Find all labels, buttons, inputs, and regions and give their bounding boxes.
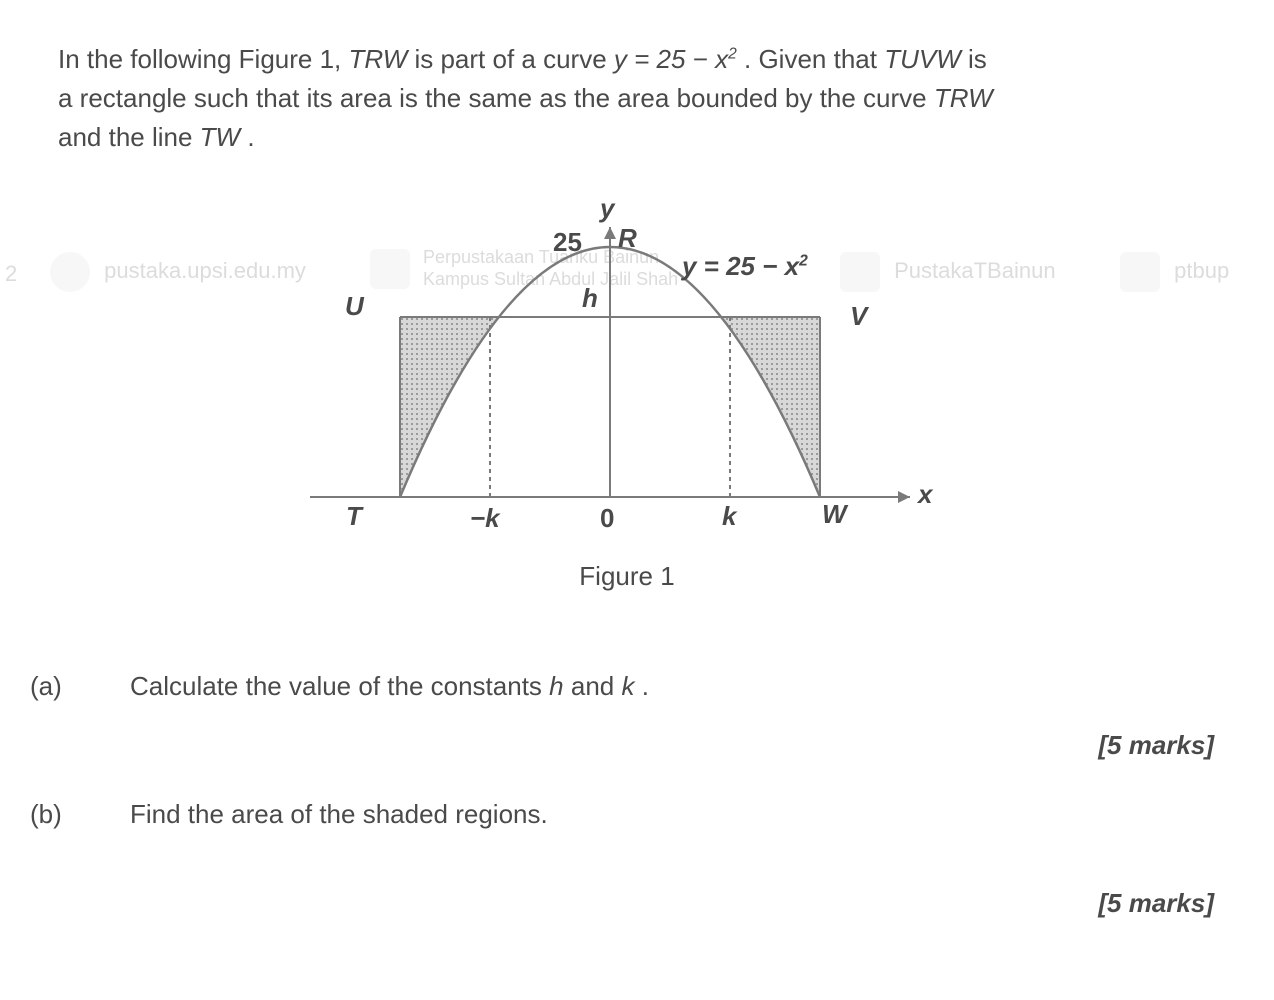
question-a-text: Calculate the value of the constants h a…: [130, 667, 1244, 706]
TRW: TRW: [349, 44, 408, 74]
page-num-watermark: 2: [5, 257, 17, 290]
equation: y = 25 − x2: [614, 44, 744, 74]
question-a-marks: [5 marks]: [10, 726, 1214, 765]
point-V: V: [850, 297, 867, 336]
question-b-label: (b): [30, 795, 130, 834]
intro-text: .: [247, 122, 254, 152]
wm-ig: ptbup: [1120, 252, 1229, 292]
label-neg-k: −k: [470, 499, 500, 538]
point-W: W: [822, 495, 847, 534]
TW: TW: [200, 122, 240, 152]
x-axis-label: x: [918, 475, 932, 514]
question-a: (a) Calculate the value of the constants…: [10, 667, 1244, 706]
camera-icon: [1120, 252, 1160, 292]
question-a-label: (a): [30, 667, 130, 706]
intro-text: a rectangle such that its area is the sa…: [58, 83, 934, 113]
point-T: T: [346, 497, 362, 536]
problem-statement: In the following Figure 1, TRW is part o…: [58, 40, 1244, 157]
intro-text: . Given that: [744, 44, 884, 74]
label-h: h: [582, 279, 598, 318]
wm-globe: pustaka.upsi.edu.my: [50, 252, 306, 292]
TUVW: TUVW: [884, 44, 961, 74]
point-R: R: [618, 219, 637, 258]
figure-container: 2 pustaka.upsi.edu.my Perpustakaan Tuank…: [10, 197, 1244, 617]
intro-text: In the following Figure 1,: [58, 44, 349, 74]
origin: 0: [600, 499, 614, 538]
TRW: TRW: [934, 83, 993, 113]
y-axis-label: y: [600, 189, 614, 228]
figure-caption: Figure 1: [10, 557, 1244, 596]
tick-25: 25: [553, 223, 582, 262]
intro-text: is: [968, 44, 987, 74]
question-b: (b) Find the area of the shaded regions.: [10, 795, 1244, 834]
intro-text: is part of a curve: [414, 44, 613, 74]
question-b-text: Find the area of the shaded regions.: [130, 795, 1244, 834]
label-k: k: [722, 497, 736, 536]
globe-icon: [50, 252, 90, 292]
question-b-marks: [5 marks]: [10, 884, 1214, 923]
intro-text: and the line: [58, 122, 200, 152]
curve-equation: y = 25 − x2: [682, 247, 808, 286]
point-U: U: [345, 287, 364, 326]
